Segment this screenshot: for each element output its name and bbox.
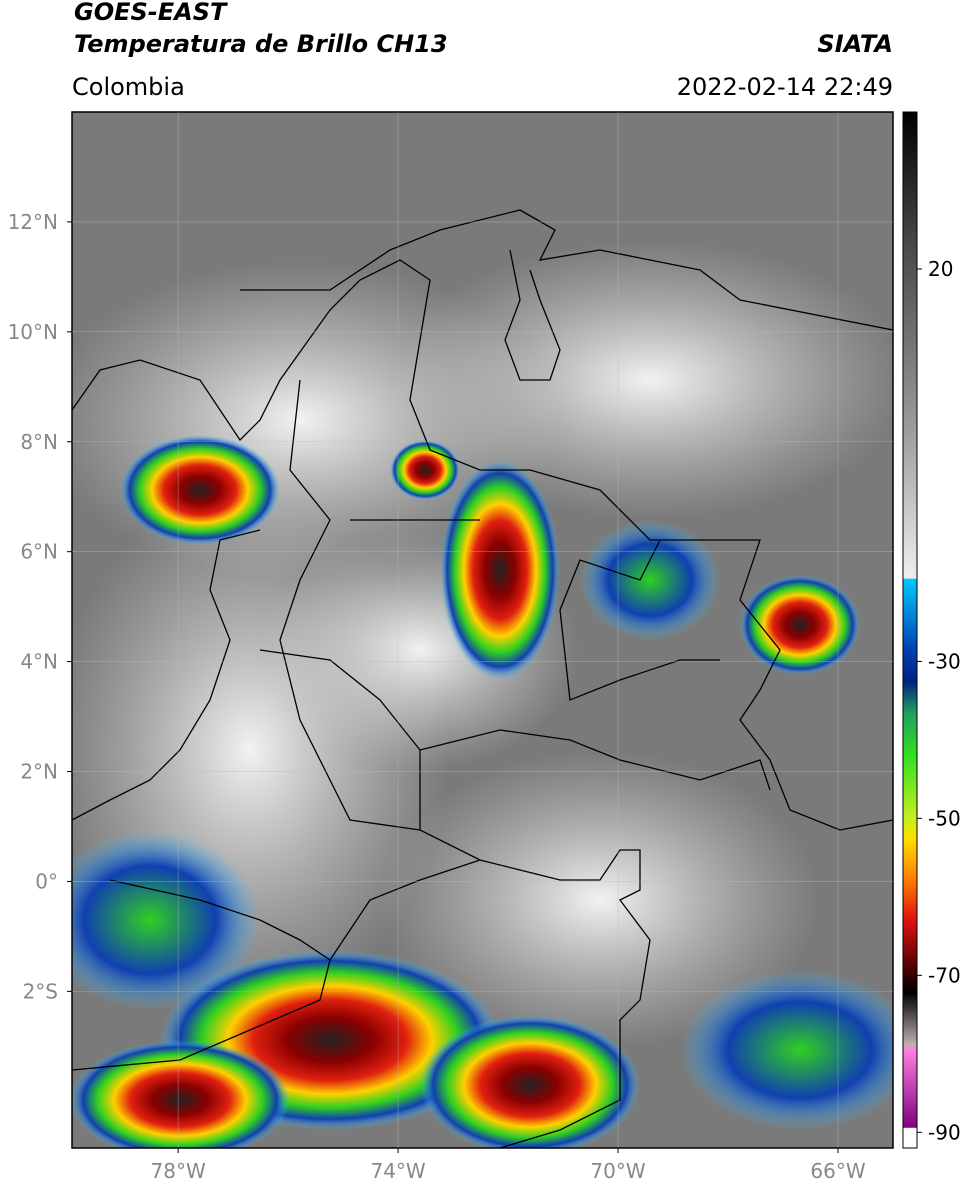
- title: GOES-EAST: [74, 0, 228, 26]
- colorbar-tick-label: -90: [928, 1120, 961, 1144]
- lon-tick-label: 78°W: [151, 1159, 206, 1183]
- lat-tick-label: 8°N: [20, 430, 58, 454]
- lat-tick-label: 12°N: [8, 210, 58, 234]
- lat-tick-label: 4°N: [20, 650, 58, 674]
- source: SIATA: [817, 30, 893, 58]
- lat-tick-label: 2°S: [23, 979, 58, 1003]
- colorbar-tick-label: -70: [928, 963, 961, 987]
- colorbar-tick-label: -30: [928, 649, 961, 673]
- colorbar: [902, 111, 918, 1149]
- lat-tick-label: 0°: [35, 869, 58, 893]
- colorbar-tick-label: 20: [928, 257, 953, 281]
- map-frame: [71, 111, 894, 1149]
- region: Colombia: [72, 73, 185, 101]
- product: Temperatura de Brillo CH13: [74, 30, 448, 58]
- colorbar-tick-label: -50: [928, 806, 961, 830]
- lon-tick-label: 74°W: [370, 1159, 425, 1183]
- lat-tick-label: 2°N: [20, 760, 58, 784]
- lon-tick-label: 70°W: [590, 1159, 645, 1183]
- lon-tick-label: 66°W: [810, 1159, 865, 1183]
- datetime: 2022-02-14 22:49: [677, 73, 893, 101]
- satellite-image: [72, 112, 893, 1148]
- lat-tick-label: 6°N: [20, 540, 58, 564]
- lat-tick-label: 10°N: [8, 320, 58, 344]
